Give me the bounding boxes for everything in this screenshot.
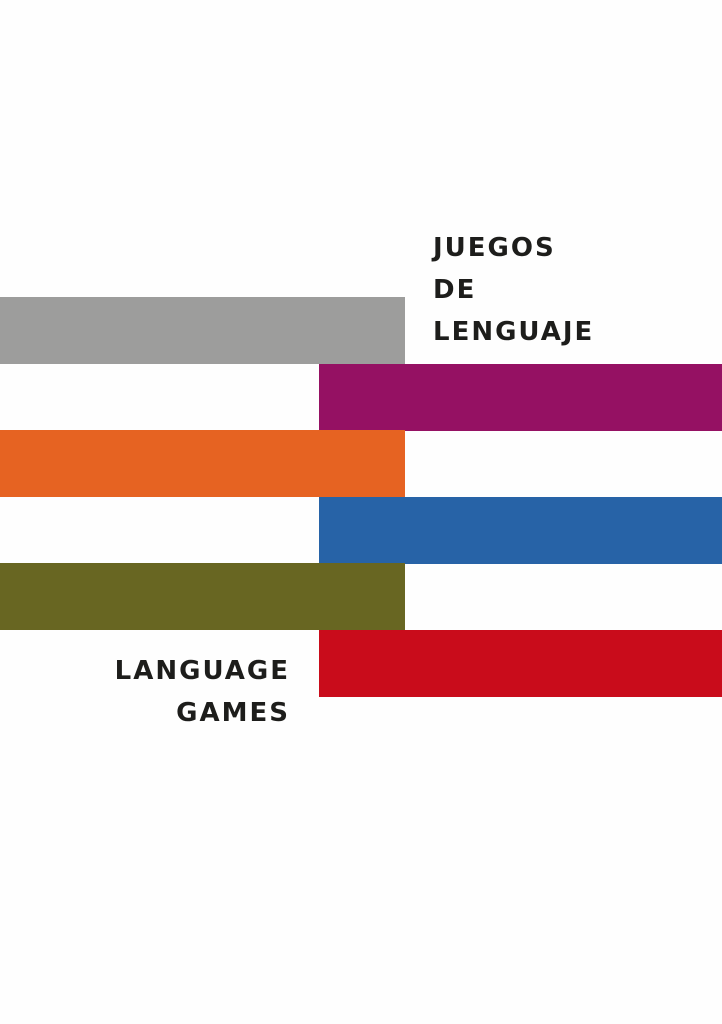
spanish-title: JUEGOS DE LENGUAJE	[433, 227, 594, 353]
spanish-title-line-3: LENGUAJE	[433, 317, 595, 347]
orange-bar	[0, 430, 405, 497]
english-title-line-2: GAMES	[176, 698, 290, 728]
gray-bar	[0, 297, 405, 364]
spanish-title-line-1: JUEGOS	[433, 233, 556, 263]
english-title-line-1: LANGUAGE	[114, 656, 290, 686]
red-bar	[319, 630, 722, 697]
blue-bar	[319, 497, 722, 564]
spanish-title-line-2: DE	[433, 275, 477, 305]
magenta-bar	[319, 364, 722, 431]
english-title: LANGUAGE GAMES	[115, 650, 290, 734]
olive-bar	[0, 563, 405, 630]
